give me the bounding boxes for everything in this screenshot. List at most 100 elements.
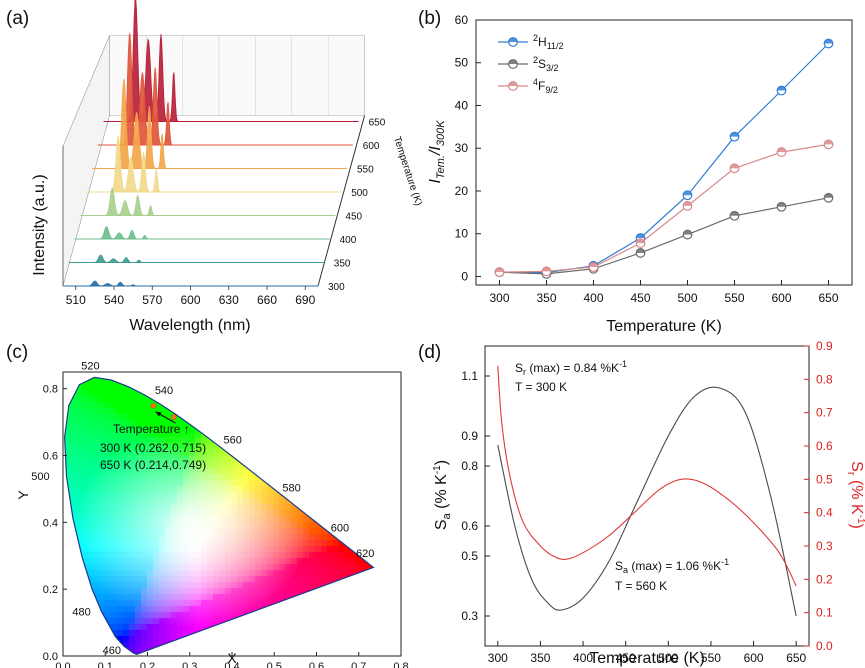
d-left-tick-label: 0.3: [461, 609, 478, 623]
b-axes: 300 350 400 450 500 550 600 650 0 10 20 30 40 50 60: [455, 13, 839, 305]
cie-fill-cell: [273, 636, 280, 643]
cie-fill-cell: [369, 438, 374, 445]
cie-fill-cell: [69, 552, 76, 559]
cie-fill-cell: [357, 444, 364, 451]
cie-fill-cell: [369, 642, 374, 649]
cie-fill-cell: [201, 426, 208, 433]
cie-fill-cell: [64, 624, 70, 631]
cie-fill-cell: [369, 414, 374, 421]
cie-fill-cell: [321, 510, 328, 517]
cie-fill-cell: [219, 642, 226, 649]
cie-fill-cell: [267, 384, 274, 391]
cie-fill-cell: [357, 462, 364, 469]
cie-fill-cell: [363, 600, 370, 607]
cie-fill-cell: [351, 492, 358, 499]
cie-fill-cell: [297, 612, 304, 619]
cie-fill-cell: [375, 516, 382, 523]
cie-fill-cell: [99, 618, 106, 625]
cie-fill-cell: [321, 636, 328, 643]
cie-fill-cell: [261, 432, 268, 439]
cie-fill-cell: [321, 414, 328, 421]
cie-fill-cell: [255, 384, 262, 391]
cie-fill-cell: [333, 642, 340, 649]
cie-fill-cell: [267, 642, 274, 649]
c-annotation-650k: 650 K (0.214,0.749): [100, 458, 206, 472]
cie-fill-cell: [255, 438, 262, 445]
cie-fill-cell: [201, 636, 208, 643]
cie-fill-cell: [315, 480, 322, 487]
cie-fill-cell: [351, 420, 358, 427]
cie-fill-cell: [183, 384, 190, 391]
cie-fill-cell: [207, 642, 214, 649]
cie-fill-cell: [351, 624, 358, 631]
cie-fill-cell: [267, 456, 274, 463]
cie-fill-cell: [261, 450, 268, 457]
cie-fill-cell: [219, 414, 226, 421]
cie-fill-cell: [369, 582, 374, 589]
cie-fill-cell: [279, 618, 286, 625]
cie-fill-cell: [363, 420, 370, 427]
cie-fill-cell: [345, 414, 352, 421]
cie-fill-cell: [369, 588, 374, 595]
cie-fill-cell: [285, 462, 292, 469]
cie-fill-cell: [279, 396, 286, 403]
cie-fill-cell: [69, 558, 76, 565]
cie-fill-cell: [351, 462, 358, 469]
cie-fill-cell: [345, 377, 352, 379]
cie-fill-cell: [309, 420, 316, 427]
cie-fill-cell: [339, 408, 346, 415]
b-y-tick-label: 60: [455, 13, 469, 27]
cie-fill-cell: [375, 534, 382, 541]
cie-fill-cell: [345, 486, 352, 493]
cie-fill-cell: [165, 378, 172, 385]
cie-fill-cell: [285, 648, 292, 655]
cie-fill-cell: [351, 456, 358, 463]
cie-fill-cell: [297, 438, 304, 445]
cie-fill-cell: [279, 636, 286, 643]
cie-fill-cell: [333, 648, 340, 655]
cie-fill-cell: [339, 600, 346, 607]
panel-d-label: (d): [418, 342, 441, 363]
cie-fill-cell: [183, 377, 190, 379]
cie-fill-cell: [291, 642, 298, 649]
cie-fill-cell: [135, 384, 142, 391]
b-legend-sub: 3/2: [546, 63, 559, 73]
cie-fill-cell: [249, 408, 256, 415]
cie-fill-cell: [285, 420, 292, 427]
cie-fill-cell: [309, 594, 316, 601]
cie-fill-cell: [231, 377, 238, 379]
cie-fill-cell: [297, 630, 304, 637]
cie-fill-cell: [225, 390, 232, 397]
cie-fill-cell: [291, 636, 298, 643]
c-y-axis-label: Y: [15, 490, 31, 500]
cie-fill-cell: [369, 468, 374, 475]
cie-fill-cell: [243, 618, 250, 625]
cie-fill-cell: [171, 402, 178, 409]
cie-fill-cell: [291, 450, 298, 457]
cie-fill-cell: [267, 377, 274, 379]
cie-fill-cell: [351, 630, 358, 637]
cie-fill-cell: [321, 612, 328, 619]
cie-fill-cell: [69, 636, 76, 643]
cie-fill-cell: [225, 402, 232, 409]
cie-fill-cell: [64, 498, 70, 505]
cie-fill-cell: [363, 468, 370, 475]
cie-fill-cell: [261, 408, 268, 415]
a-x-tick-label: 540: [104, 293, 124, 307]
cie-fill-cell: [255, 462, 262, 469]
cie-fill-cell: [345, 630, 352, 637]
cie-fill-cell: [267, 432, 274, 439]
cie-fill-cell: [231, 426, 238, 433]
cie-fill-cell: [351, 480, 358, 487]
cie-fill-cell: [261, 426, 268, 433]
cie-fill-cell: [279, 462, 286, 469]
panel-a-label: (a): [6, 8, 29, 29]
cie-fill-cell: [183, 648, 190, 655]
cie-fill-cell: [261, 636, 268, 643]
cie-fill-cell: [315, 468, 322, 475]
cie-fill-cell: [231, 378, 238, 385]
cie-fill-cell: [189, 642, 196, 649]
cie-fill-cell: [255, 414, 262, 421]
cie-fill-cell: [321, 426, 328, 433]
